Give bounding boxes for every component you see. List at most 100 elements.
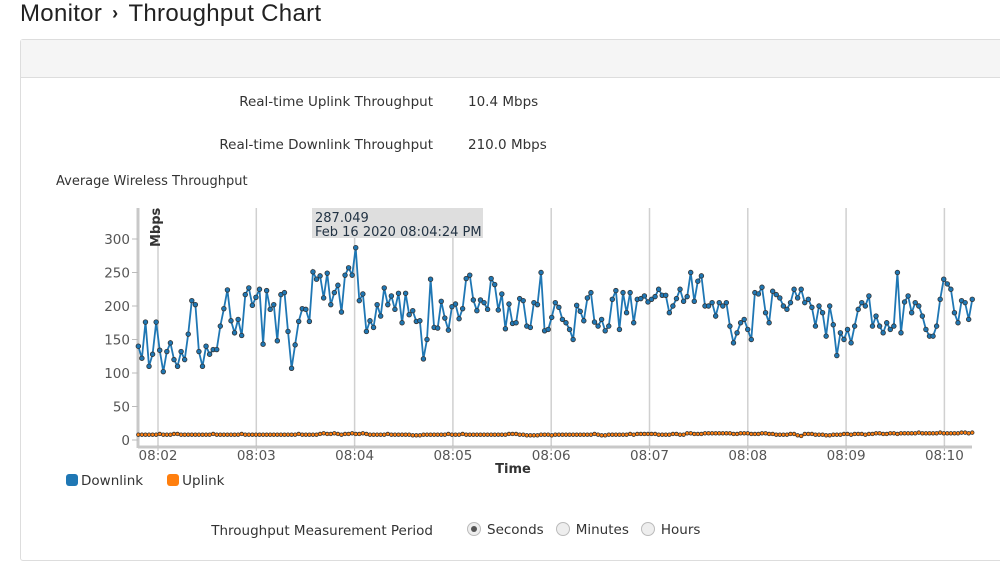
radio-seconds[interactable]: Seconds [467,522,544,538]
breadcrumb-monitor-link[interactable]: Monitor [20,0,103,27]
downlink-point [787,299,794,306]
uplink-point [289,432,294,437]
uplink-point [157,431,162,437]
uplink-point [731,431,736,437]
uplink-point [339,432,344,437]
downlink-point [363,328,370,335]
downlink-point [135,343,142,349]
uplink-point [955,431,961,436]
uplink-point [592,431,597,437]
downlink-point [855,306,861,313]
uplink-point [613,432,619,437]
uplink-point [724,431,729,436]
downlink-point [780,303,787,309]
downlink-point [641,293,648,299]
downlink-point [844,326,851,333]
uplink-point [959,430,964,435]
downlink-point [677,286,683,292]
downlink-point [395,290,402,296]
downlink-point [588,289,594,296]
downlink-point [424,336,430,343]
downlink-point [734,330,740,336]
downlink-point [666,309,673,316]
uplink-point [392,432,398,437]
downlink-point [317,273,323,279]
uplink-point [510,431,515,437]
radio-seconds-button[interactable] [467,522,481,536]
uplink-point [182,432,187,437]
downlink-point [221,305,227,312]
downlink-point [438,298,444,305]
uplink-point [741,431,747,436]
radio-minutes[interactable]: Minutes [555,522,629,538]
uplink-point [734,431,740,437]
radio-hours-button[interactable] [640,522,655,536]
downlink-point [837,330,844,336]
y-tick-label: 150 [104,333,130,349]
downlink-point [353,245,359,251]
uplink-point [250,432,255,437]
uplink-point [920,431,925,436]
uplink-point [246,432,252,437]
downlink-point [263,287,270,294]
breadcrumb: Monitor › Throughput Chart [20,0,321,28]
downlink-point [288,365,295,372]
downlink-point [720,303,726,309]
downlink-point [367,318,373,324]
downlink-point [499,291,505,297]
downlink-point [769,288,776,294]
downlink-point [944,281,951,287]
downlink-point [648,296,655,302]
downlink-point [965,316,972,323]
uplink-point [610,432,615,437]
uplink-point [553,432,558,437]
downlink-point [434,325,441,331]
downlink-point [755,291,762,297]
uplink-point [717,431,722,436]
downlink-point [281,289,288,296]
uplink-point [335,431,341,437]
downlink-point [199,363,206,369]
downlink-point [303,306,309,313]
uplink-point [474,432,480,437]
downlink-point [203,343,209,349]
downlink-point [912,299,918,306]
downlink-point [730,340,737,346]
uplink-point [535,433,540,438]
downlink-point [766,320,772,326]
uplink-point [670,431,676,437]
uplink-point [164,432,170,437]
downlink-point [399,320,405,326]
uplink-point [528,433,533,438]
uplink-point [221,432,227,437]
downlink-point [377,313,384,319]
downlink-point [620,289,626,296]
uplink-point [360,431,366,436]
downlink-point [513,320,519,326]
uplink-point [677,432,683,437]
downlink-point [552,299,558,306]
radio-minutes-label: Minutes [575,522,629,538]
uplink-point [146,432,152,437]
uplink-point [367,432,373,437]
uplink-point [275,432,280,437]
uplink-point [488,432,494,437]
legend-downlink[interactable]: Downlink [66,473,143,489]
uplink-point [738,431,743,436]
downlink-point [142,319,149,325]
radio-minutes-button[interactable] [555,522,570,536]
downlink-point [381,285,387,291]
downlink-point [374,301,380,308]
uplink-point [239,431,244,437]
downlink-point [577,308,583,315]
uplink-point [207,432,212,437]
downlink-point [573,302,580,309]
downlink-point [695,278,701,284]
radio-hours[interactable]: Hours [640,522,700,538]
legend-uplink[interactable]: Uplink [167,473,224,489]
downlink-point [189,297,195,304]
uplink-point [414,433,419,438]
downlink-point [167,340,174,346]
downlink-point [891,323,897,329]
uplink-point [243,432,248,437]
